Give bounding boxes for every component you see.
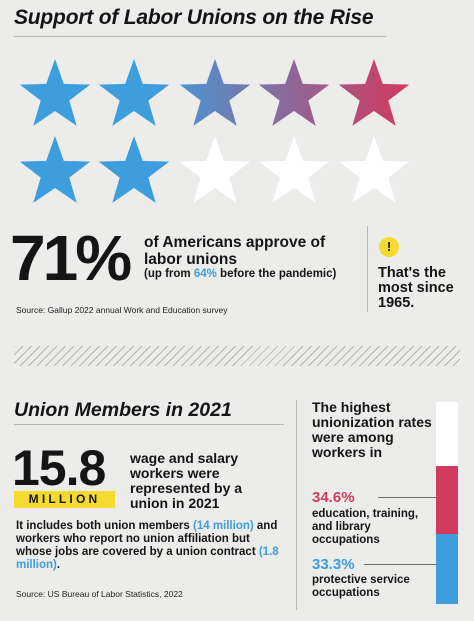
detail-highlight1: (14 million) — [193, 520, 254, 532]
note-highlight: 64% — [193, 268, 217, 280]
rates-stacked-bar — [436, 402, 458, 604]
star-icon — [179, 59, 251, 126]
members-value: 15.8 — [12, 440, 106, 496]
star-icon — [258, 136, 330, 203]
hatched-divider — [14, 346, 460, 366]
section2-title: Union Members in 2021 — [14, 399, 232, 421]
rate-education-value: 34.6% — [312, 489, 355, 506]
approval-value: 71% — [10, 222, 132, 294]
star-icon — [258, 59, 330, 126]
members-detail: It includes both union members (14 milli… — [16, 520, 286, 572]
approval-note: (up from 64% before the pandemic) — [144, 268, 374, 280]
members-unit-badge: MILLION — [14, 491, 115, 508]
star-icon — [19, 136, 91, 203]
callout-divider — [367, 226, 368, 312]
approval-description: of Americans approve of labor unions — [144, 234, 326, 268]
note-prefix: (up from — [144, 268, 194, 280]
bar-segment-top — [436, 402, 458, 466]
source-bls: Source: US Bureau of Labor Statistics, 2… — [16, 589, 183, 599]
section1-title: Support of Labor Unions on the Rise — [14, 6, 374, 29]
leader-line-education — [378, 497, 436, 498]
star-icon — [98, 136, 170, 203]
star-pictograph — [19, 59, 410, 203]
highest-rates-heading: The highest unionization rates were amon… — [312, 399, 432, 460]
leader-line-protective — [364, 564, 436, 565]
note-suffix: before the pandemic) — [216, 268, 337, 280]
star-icon — [98, 59, 170, 126]
detail-highlight2: (1.8 million) — [16, 546, 279, 571]
callout-text: That's the most since 1965. — [378, 265, 454, 311]
star-icon — [338, 136, 410, 203]
rates-divider — [296, 400, 297, 610]
detail-part1: It includes both union members — [16, 520, 193, 532]
bar-segment-education — [436, 466, 458, 534]
title-rule — [14, 36, 386, 37]
star-icon — [338, 59, 410, 126]
rate-education-label: education, training, and library occupat… — [312, 508, 419, 546]
detail-part3: . — [56, 559, 61, 571]
bar-segment-protective — [436, 534, 458, 604]
exclamation-icon: ! — [379, 237, 399, 257]
star-icon — [179, 136, 251, 203]
rate-protective-value: 33.3% — [312, 556, 355, 573]
rate-protective-label: protective service occupations — [312, 574, 410, 599]
members-description: wage and salary workers were represented… — [130, 450, 243, 511]
section2-rule — [14, 424, 284, 425]
star-icon — [19, 59, 91, 126]
source-gallup: Source: Gallup 2022 annual Work and Educ… — [16, 305, 228, 315]
detail-part2: and workers who report no union affiliat… — [16, 520, 278, 558]
